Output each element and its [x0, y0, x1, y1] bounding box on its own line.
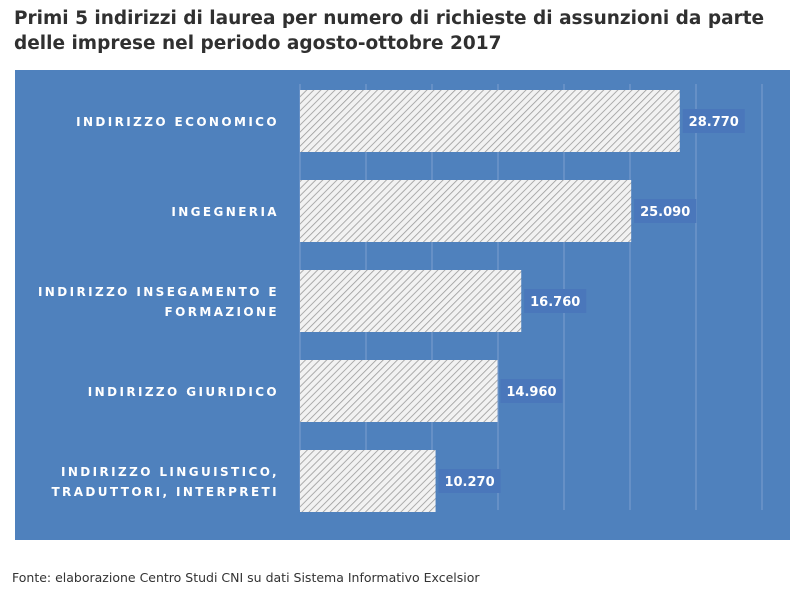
data-label: 28.770	[689, 115, 739, 130]
data-label: 10.270	[444, 475, 494, 490]
bars	[300, 90, 680, 512]
chart-panel: INDIRIZZO ECONOMICO INGEGNERIA INDIRIZZO I…	[15, 70, 790, 540]
chart-title-line-1: Primi 5 indirizzi di laurea per numero d…	[14, 8, 765, 29]
data-label-box	[438, 469, 501, 493]
category-labels: INDIRIZZO ECONOMICO INGEGNERIA INDIRIZZO I…	[38, 115, 279, 499]
category-label: INDIRIZZO ECONOMICO	[76, 115, 279, 129]
data-label: 14.960	[506, 385, 556, 400]
category-label: TRADUTTORI, INTERPRETI	[51, 485, 279, 499]
bar	[300, 450, 436, 512]
value-labels: 28.770 25.090 16.760 14.960 10.270	[438, 109, 745, 493]
data-label-box	[634, 199, 697, 223]
category-label: INGEGNERIA	[171, 205, 279, 219]
chart-title-line-2: delle imprese nel periodo agosto-ottobre…	[14, 33, 502, 54]
source-note: Fonte: elaborazione Centro Studi CNI su …	[12, 570, 480, 585]
category-label: INDIRIZZO INSEGAMENTO E	[38, 285, 279, 299]
bar	[300, 90, 680, 152]
bar	[300, 360, 498, 422]
data-label-box	[500, 379, 563, 403]
chart-title: Primi 5 indirizzi di laurea per numero d…	[14, 6, 794, 56]
data-label: 16.760	[530, 295, 580, 310]
bar	[300, 180, 632, 242]
data-label-box	[524, 289, 587, 313]
bar-chart: INDIRIZZO ECONOMICO INGEGNERIA INDIRIZZO I…	[15, 70, 790, 540]
bar	[300, 270, 522, 332]
category-label: INDIRIZZO GIURIDICO	[88, 385, 279, 399]
category-label: FORMAZIONE	[165, 305, 279, 319]
data-label: 25.090	[640, 205, 690, 220]
category-label: INDIRIZZO LINGUISTICO,	[61, 465, 279, 479]
data-label-box	[682, 109, 745, 133]
